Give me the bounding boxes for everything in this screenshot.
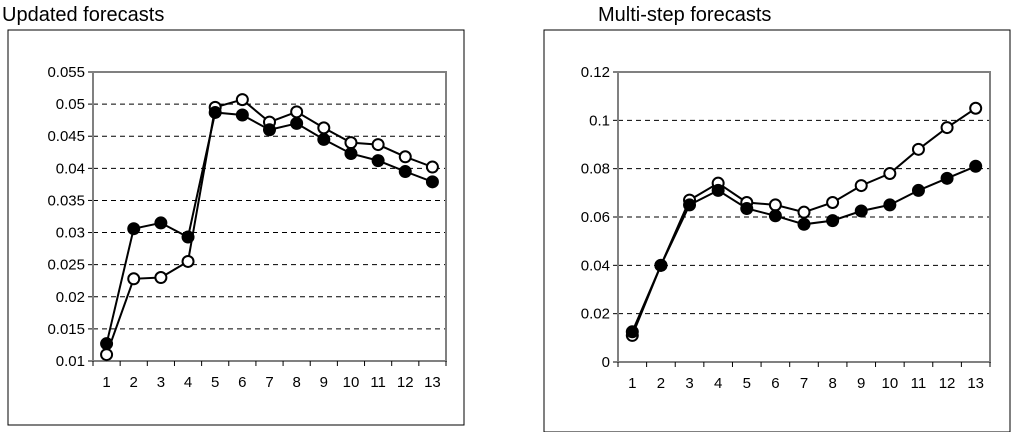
data-point xyxy=(235,93,249,107)
data-point xyxy=(940,171,954,185)
y-tick-label: 0.1 xyxy=(589,112,610,129)
data-point xyxy=(797,217,811,231)
data-point xyxy=(154,271,168,285)
x-tick-label: 10 xyxy=(343,374,360,391)
data-point xyxy=(317,132,331,146)
x-tick-label: 2 xyxy=(130,374,138,391)
x-tick-label: 3 xyxy=(157,374,165,391)
x-tick-label: 12 xyxy=(939,375,956,392)
chart-1: 0.01 0.015 0.02 0.025 0.03 0.035 0.04 0.045 0.05… xyxy=(7,29,465,426)
y-tick-label: 0.03 xyxy=(56,225,85,242)
data-point xyxy=(425,160,439,174)
plot-area xyxy=(92,71,447,362)
x-tick-label: 5 xyxy=(211,374,219,391)
y-tick-label: 0.04 xyxy=(56,160,85,177)
x-tick-label: 7 xyxy=(265,374,273,391)
x-tick-label: 12 xyxy=(397,374,414,391)
data-point xyxy=(683,198,697,212)
x-tick-label: 9 xyxy=(320,374,328,391)
data-point xyxy=(371,138,385,152)
x-tick-label: 5 xyxy=(743,375,751,392)
chart-frame xyxy=(7,29,465,426)
data-point xyxy=(208,105,222,119)
y-tick-label: 0.08 xyxy=(581,161,610,178)
x-tick-label: 11 xyxy=(370,374,386,391)
y-tick-label: 0.04 xyxy=(581,257,610,274)
data-point xyxy=(940,121,954,135)
x-tick-label: 9 xyxy=(857,375,865,392)
data-point xyxy=(969,159,983,173)
x-tick-label: 11 xyxy=(911,375,927,392)
x-tick-label: 2 xyxy=(657,375,665,392)
data-point xyxy=(181,230,195,244)
x-tick-label: 8 xyxy=(828,375,836,392)
data-point xyxy=(235,108,249,122)
data-point xyxy=(768,198,782,212)
x-tick-label: 1 xyxy=(628,375,636,392)
y-tick-label: 0.12 xyxy=(581,64,610,81)
data-point xyxy=(854,179,868,193)
y-tick-label: 0.015 xyxy=(47,321,85,338)
y-tick-label: 0.02 xyxy=(56,289,85,306)
x-tick-label: 13 xyxy=(967,375,984,392)
y-tick-label: 0.02 xyxy=(581,306,610,323)
data-point xyxy=(425,175,439,189)
data-point xyxy=(911,142,925,156)
data-point xyxy=(883,198,897,212)
data-point xyxy=(826,214,840,228)
data-point xyxy=(969,101,983,115)
x-tick-label: 4 xyxy=(714,375,722,392)
x-tick-label: 4 xyxy=(184,374,192,391)
data-point xyxy=(154,216,168,230)
chart-frame xyxy=(543,29,1011,432)
x-tick-label: 3 xyxy=(685,375,693,392)
data-point xyxy=(625,325,639,339)
data-point xyxy=(181,254,195,268)
x-tick-label: 8 xyxy=(292,374,300,391)
data-point xyxy=(100,348,114,362)
data-point xyxy=(398,165,412,179)
chart-title-updated-forecasts: Updated forecasts xyxy=(2,4,165,26)
data-point xyxy=(371,154,385,168)
y-tick-label: 0.025 xyxy=(47,257,85,274)
data-point xyxy=(127,222,141,236)
data-point xyxy=(100,337,114,351)
series-filled xyxy=(100,105,439,351)
x-tick-label: 1 xyxy=(102,374,110,391)
y-tick-label: 0 xyxy=(602,354,610,371)
y-tick-label: 0.05 xyxy=(56,96,85,113)
series-filled xyxy=(625,159,983,339)
y-tick-label: 0.055 xyxy=(47,64,85,81)
y-tick-label: 0.045 xyxy=(47,128,85,145)
x-tick-label: 13 xyxy=(424,374,441,391)
y-tick-label: 0.01 xyxy=(56,353,85,370)
x-tick-label: 7 xyxy=(800,375,808,392)
data-point xyxy=(826,196,840,209)
data-point xyxy=(127,272,141,286)
chart-2: 00.020.040.060.080.10.121 2 3 4 5 6 7 8 9 10 11 12 1… xyxy=(543,29,1011,432)
y-tick-label: 0.035 xyxy=(47,192,85,209)
plot-area xyxy=(617,71,991,363)
data-point xyxy=(290,116,304,130)
data-point xyxy=(711,183,725,197)
data-point xyxy=(797,205,811,219)
chart-title-multi-step-forecasts: Multi-step forecasts xyxy=(598,4,772,26)
data-point xyxy=(344,147,358,161)
y-tick-label: 0.06 xyxy=(581,209,610,226)
x-tick-label: 10 xyxy=(882,375,899,392)
x-tick-label: 6 xyxy=(238,374,246,391)
data-point xyxy=(740,202,754,216)
x-tick-label: 6 xyxy=(771,375,779,392)
data-point xyxy=(654,258,668,272)
data-point xyxy=(344,136,358,150)
data-point xyxy=(854,204,868,218)
data-point xyxy=(911,183,925,197)
data-point xyxy=(768,209,782,223)
data-point xyxy=(317,121,331,135)
data-point xyxy=(398,150,412,164)
data-point xyxy=(290,105,304,119)
data-point xyxy=(263,123,276,137)
data-point xyxy=(883,167,897,180)
